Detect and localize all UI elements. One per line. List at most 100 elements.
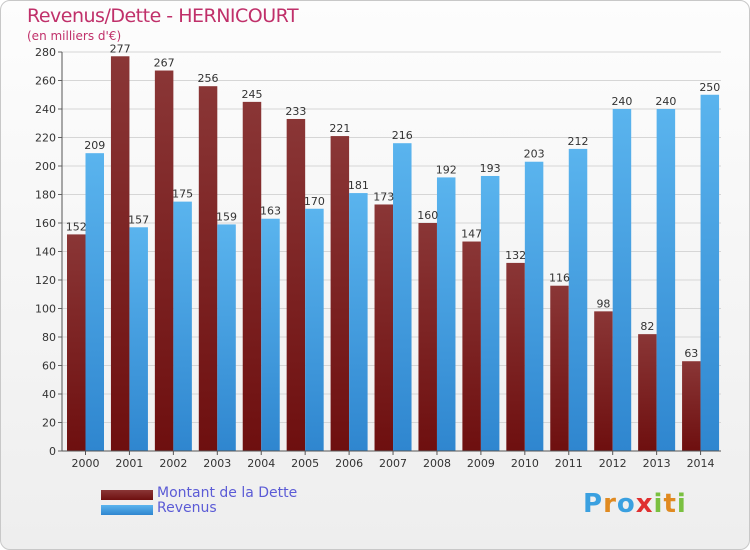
data-label-revenus: 250 (699, 81, 720, 94)
logo-letter: o (616, 489, 636, 519)
x-tick-label: 2010 (511, 457, 539, 470)
bar-dette (418, 223, 437, 451)
bar-dette (330, 136, 350, 451)
x-tick-label: 2013 (643, 457, 671, 470)
chart-title: Revenus/Dette - HERNICOURT (27, 5, 299, 27)
data-label-dette: 233 (285, 105, 306, 118)
data-label-revenus: 216 (392, 129, 413, 142)
data-label-dette: 267 (154, 57, 175, 70)
logo-letter: r (603, 489, 617, 519)
bar-dette (110, 56, 130, 452)
y-tick-label: 200 (35, 160, 56, 173)
bar-revenus (305, 208, 324, 451)
data-label-dette: 256 (198, 72, 219, 85)
data-label-dette: 152 (66, 220, 87, 233)
bar-revenus (349, 193, 368, 451)
x-tick-label: 2001 (115, 457, 143, 470)
data-label-revenus: 163 (260, 205, 281, 218)
bar-revenus (393, 143, 412, 451)
bar-revenus (700, 94, 720, 451)
proxiti-logo: Proxiti (583, 489, 687, 519)
data-label-revenus: 157 (128, 213, 149, 226)
y-tick-label: 260 (35, 75, 56, 88)
y-tick-label: 100 (35, 303, 56, 316)
y-tick-label: 220 (35, 132, 56, 145)
bar-dette (550, 285, 569, 451)
x-tick-label: 2007 (379, 457, 407, 470)
x-tick-label: 2004 (247, 457, 275, 470)
x-tick-label: 2009 (467, 457, 495, 470)
bar-dette (594, 311, 613, 451)
x-tick-label: 2006 (335, 457, 363, 470)
legend-swatch-revenus (101, 505, 153, 515)
y-tick-label: 240 (35, 103, 56, 116)
data-label-revenus: 181 (348, 179, 369, 192)
bar-dette (242, 101, 262, 451)
y-tick-label: 180 (35, 189, 56, 202)
data-label-dette: 173 (373, 190, 394, 203)
y-tick-label: 140 (35, 246, 56, 259)
y-tick-label: 80 (42, 331, 56, 344)
data-labels: 152 209 277 157 267 175 256 159 245 163 233 170 221 1… (66, 42, 721, 360)
bar-revenus (612, 109, 632, 451)
bar-dette (638, 334, 657, 451)
legend-label-revenus: Revenus (157, 500, 217, 516)
data-label-dette: 277 (110, 42, 131, 55)
bar-dette (286, 118, 306, 451)
x-tick-label: 2003 (203, 457, 231, 470)
y-tick-label: 120 (35, 274, 56, 287)
bar-dette (682, 361, 701, 451)
bar-revenus (656, 109, 676, 451)
data-label-dette: 160 (417, 209, 438, 222)
data-label-dette: 63 (684, 347, 698, 360)
bar-dette (374, 204, 394, 451)
bar-revenus (217, 224, 236, 451)
data-label-revenus: 175 (172, 188, 193, 201)
data-label-revenus: 240 (655, 95, 676, 108)
bar-revenus (261, 218, 280, 451)
data-label-dette: 147 (461, 228, 482, 241)
y-tick-label: 280 (35, 46, 56, 59)
data-label-revenus: 159 (216, 210, 237, 223)
bar-revenus (85, 153, 104, 452)
bar-revenus (129, 227, 148, 451)
logo-letter: t (663, 489, 677, 519)
y-tick-label: 40 (42, 388, 56, 401)
data-label-revenus: 192 (436, 163, 457, 176)
logo-letter: x (635, 489, 654, 519)
legend-label-dette: Montant de la Dette (157, 485, 298, 501)
bars (67, 56, 720, 452)
data-label-dette: 116 (549, 272, 570, 285)
bar-revenus (568, 148, 588, 451)
logo-letter: i (676, 489, 687, 519)
bar-dette (67, 234, 86, 451)
y-axis-tick-labels: 0 20 40 60 80 100 120 140 160 180 200 220 240 260 280 (35, 46, 56, 458)
data-label-dette: 221 (329, 122, 350, 135)
data-label-revenus: 212 (568, 135, 589, 148)
x-axis-tick-labels: 2000 2001 2002 2003 2004 2005 2006 2007 2008 2009… (72, 451, 715, 470)
data-label-revenus: 193 (480, 162, 501, 175)
chart-subtitle: (en milliers d'€) (27, 29, 122, 43)
data-label-revenus: 240 (611, 95, 632, 108)
y-tick-label: 20 (42, 417, 56, 430)
data-label-dette: 132 (505, 249, 526, 262)
y-tick-label: 160 (35, 217, 56, 230)
y-tick-label: 60 (42, 360, 56, 373)
data-label-revenus: 203 (524, 148, 545, 161)
legend-swatch-dette (101, 490, 153, 500)
x-tick-label: 2000 (72, 457, 100, 470)
data-label-dette: 82 (640, 320, 654, 333)
data-label-dette: 98 (596, 297, 610, 310)
x-tick-label: 2005 (291, 457, 319, 470)
bar-revenus (480, 175, 500, 451)
data-label-revenus: 170 (304, 195, 325, 208)
logo-letter: P (583, 489, 604, 519)
bar-dette (198, 86, 218, 451)
data-label-dette: 245 (241, 88, 262, 101)
y-tick-label: 0 (49, 445, 56, 458)
x-tick-label: 2012 (599, 457, 627, 470)
x-tick-label: 2014 (687, 457, 715, 470)
x-tick-label: 2008 (423, 457, 451, 470)
